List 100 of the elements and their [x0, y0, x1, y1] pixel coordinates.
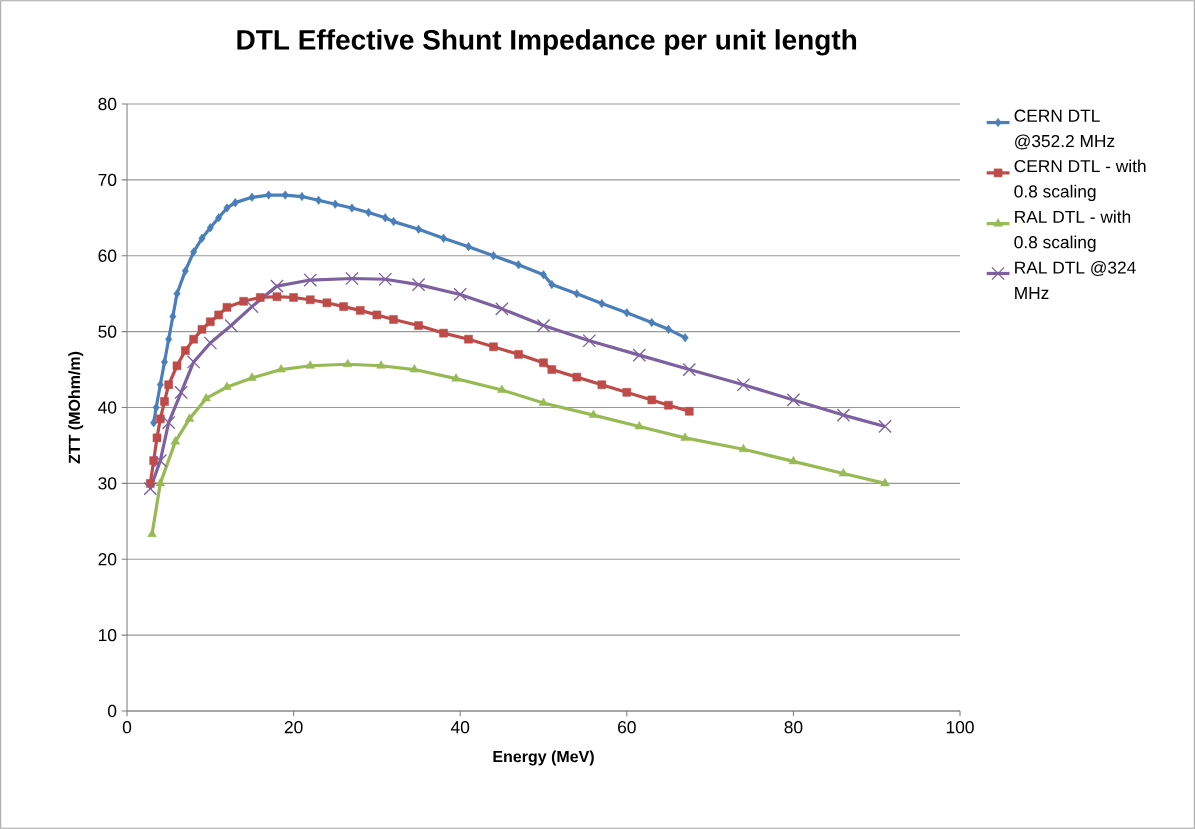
point [305, 360, 315, 369]
point [409, 364, 420, 373]
point [198, 233, 206, 243]
point [222, 303, 232, 312]
point [214, 310, 223, 320]
point [548, 280, 556, 290]
point [515, 260, 522, 270]
point [453, 287, 467, 302]
point [343, 358, 353, 368]
x-tick-label: 20 [284, 721, 303, 734]
point [664, 324, 672, 334]
y-axis-title: ZTT (MOhm/m) [68, 351, 84, 464]
point [281, 190, 289, 200]
point [685, 407, 694, 416]
point [572, 372, 582, 382]
point [490, 251, 497, 261]
point [322, 298, 332, 308]
point [181, 346, 190, 355]
point [147, 528, 157, 538]
point [197, 325, 207, 334]
point [189, 334, 198, 344]
point [190, 247, 198, 257]
x-tick-label: 0 [122, 721, 132, 734]
x-tick-label: 40 [450, 721, 470, 734]
point [270, 279, 284, 293]
point [878, 419, 892, 434]
point [465, 242, 473, 252]
point [664, 400, 673, 410]
point [648, 317, 656, 328]
y-tick-label: 50 [98, 325, 117, 338]
point [464, 334, 473, 344]
point [174, 385, 188, 400]
point [345, 271, 359, 286]
point [153, 453, 168, 468]
y-tick-label: 40 [98, 401, 117, 414]
point [156, 414, 165, 424]
point [173, 289, 181, 299]
y-tick-label: 10 [99, 628, 117, 642]
point [514, 350, 523, 359]
point [265, 190, 273, 200]
point [497, 384, 507, 393]
point [372, 310, 382, 320]
point [348, 203, 356, 213]
chart-title: DTL Effective Shunt Impedance per unit length [237, 29, 857, 56]
point [247, 372, 257, 381]
point [276, 364, 286, 373]
point [223, 203, 231, 213]
x-tick-label: 80 [784, 721, 803, 734]
point [206, 317, 215, 327]
point [215, 213, 223, 223]
point [540, 270, 547, 280]
point [597, 380, 607, 390]
point [838, 468, 849, 477]
point [880, 478, 890, 487]
legend-label: CERN DTL - with 0.8 scaling [1014, 159, 1146, 201]
point [632, 348, 647, 362]
legend-label: RAL DTL @324 MHz [1015, 261, 1136, 299]
point [143, 481, 158, 496]
point [170, 436, 180, 445]
point [440, 233, 448, 243]
point [836, 408, 851, 422]
point [647, 395, 657, 405]
point [547, 365, 557, 374]
point [289, 293, 298, 302]
point [306, 295, 315, 305]
point [222, 381, 232, 390]
point [538, 397, 549, 406]
point [536, 318, 551, 333]
x-tick-label: 60 [618, 721, 636, 734]
point [160, 397, 169, 406]
point [161, 357, 168, 367]
y-tick-label: 80 [98, 97, 117, 111]
point [390, 217, 398, 227]
point [378, 272, 393, 287]
point [634, 421, 644, 430]
point [622, 388, 632, 397]
point [339, 302, 348, 311]
point [239, 297, 248, 306]
point [582, 333, 597, 348]
y-tick-label: 30 [98, 477, 117, 490]
point [598, 299, 606, 309]
point [495, 302, 509, 316]
y-tick-label: 20 [98, 553, 117, 566]
x-tick-label: 100 [946, 721, 974, 734]
point [172, 361, 182, 371]
point [181, 266, 189, 276]
point [161, 415, 176, 430]
point [588, 409, 599, 418]
y-tick-label: 0 [107, 704, 117, 718]
point [201, 393, 211, 402]
point [355, 306, 365, 315]
point [298, 192, 306, 202]
point [788, 456, 799, 465]
point [272, 292, 282, 301]
x-axis-title: Energy (MeV) [493, 750, 594, 766]
point [256, 293, 265, 302]
point [680, 432, 690, 441]
point [164, 380, 173, 390]
point [156, 380, 164, 390]
point [152, 433, 162, 443]
